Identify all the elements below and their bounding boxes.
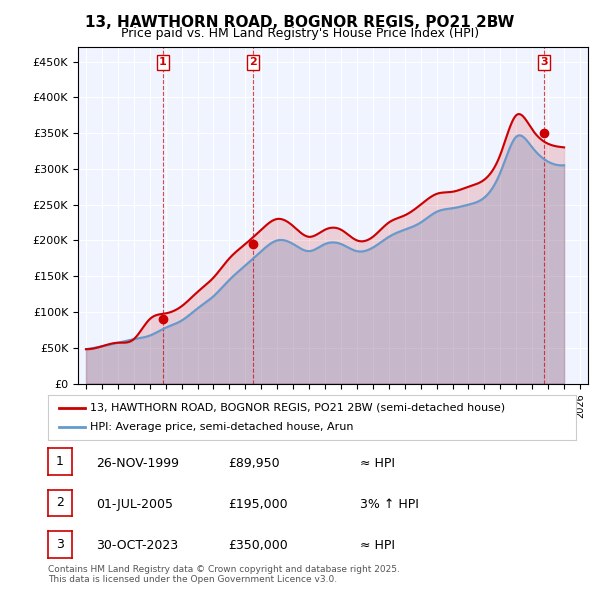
Text: ≈ HPI: ≈ HPI	[360, 539, 395, 552]
Text: 2: 2	[56, 496, 64, 510]
Text: 13, HAWTHORN ROAD, BOGNOR REGIS, PO21 2BW (semi-detached house): 13, HAWTHORN ROAD, BOGNOR REGIS, PO21 2B…	[90, 403, 505, 412]
Text: 30-OCT-2023: 30-OCT-2023	[96, 539, 178, 552]
Text: £350,000: £350,000	[228, 539, 288, 552]
Text: 26-NOV-1999: 26-NOV-1999	[96, 457, 179, 470]
Text: Price paid vs. HM Land Registry's House Price Index (HPI): Price paid vs. HM Land Registry's House …	[121, 27, 479, 40]
Text: 3: 3	[541, 57, 548, 67]
Text: 01-JUL-2005: 01-JUL-2005	[96, 498, 173, 511]
Text: 1: 1	[159, 57, 167, 67]
Text: £195,000: £195,000	[228, 498, 287, 511]
Text: 3% ↑ HPI: 3% ↑ HPI	[360, 498, 419, 511]
Text: HPI: Average price, semi-detached house, Arun: HPI: Average price, semi-detached house,…	[90, 422, 354, 432]
Text: Contains HM Land Registry data © Crown copyright and database right 2025.
This d: Contains HM Land Registry data © Crown c…	[48, 565, 400, 584]
Text: £89,950: £89,950	[228, 457, 280, 470]
Text: ≈ HPI: ≈ HPI	[360, 457, 395, 470]
Text: 1: 1	[56, 455, 64, 468]
Text: 13, HAWTHORN ROAD, BOGNOR REGIS, PO21 2BW: 13, HAWTHORN ROAD, BOGNOR REGIS, PO21 2B…	[85, 15, 515, 30]
Text: 2: 2	[250, 57, 257, 67]
Text: 3: 3	[56, 537, 64, 551]
